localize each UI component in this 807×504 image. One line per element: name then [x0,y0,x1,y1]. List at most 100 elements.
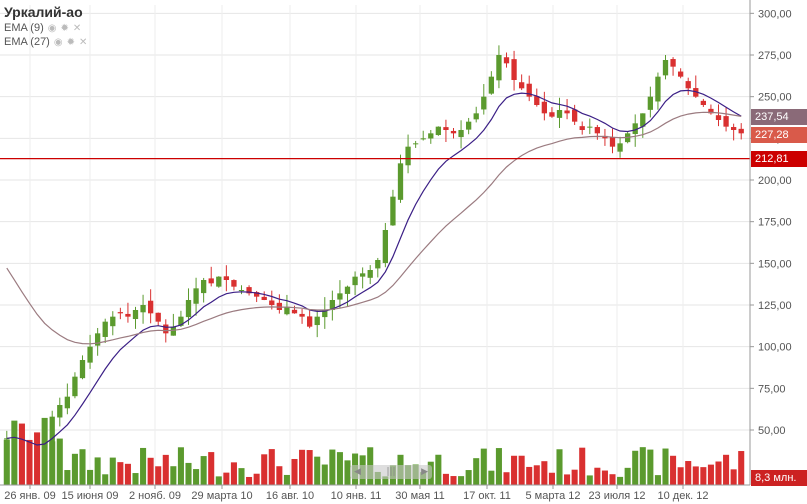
candle-body [503,57,510,64]
x-tick-label: 17 окт. 11 [463,490,511,502]
volume-bar [344,460,351,485]
y-tick-label: 175,00 [758,217,792,229]
x-tick-label: 15 июня 09 [61,490,118,502]
close-icon[interactable]: ✕ [72,22,82,34]
level-price-tag: 212,81 [751,150,807,167]
volume-bar [442,473,449,485]
volume-bar [707,464,714,485]
volume-bar [268,449,275,485]
candle-body [178,316,184,326]
candle-body [155,312,161,322]
candle-body [390,196,396,226]
y-tick-label: 200,00 [758,175,792,187]
candle-body [632,123,638,135]
y-tick-label: 75,00 [758,383,786,395]
volume-bar [261,454,268,485]
volume-bar [314,456,321,485]
candle-body [306,316,313,327]
candlesticks [4,45,744,473]
candle-body [41,440,48,460]
gear-icon[interactable]: ✹ [66,36,75,48]
y-tick-label: 125,00 [758,300,792,312]
candle-body [117,312,124,314]
scroll-handle-icon[interactable]: ||| [386,467,396,477]
x-axis: 26 янв. 09 15 июня 09 2 нояб. 09 29 марта 1… [0,484,750,502]
candle-body [730,127,737,130]
ema-lines [6,89,742,446]
candle-body [261,296,267,300]
volume-bar [586,475,593,485]
volume-bar [253,473,260,485]
ema27-label: EMA (27) [4,36,50,48]
scroll-left-icon[interactable]: ◀ [354,467,361,477]
volume-bar [488,470,495,485]
candle-body [344,286,351,294]
candle-body [587,126,593,128]
ema9-label: EMA (9) [4,22,44,34]
eye-icon[interactable]: ◉ [47,22,57,34]
candle-body [87,346,93,363]
legend-ema9: EMA (9) ◉ ✹ ✕ [4,22,87,34]
candle-body [216,276,222,287]
ema9-price-tag: 227,28 [751,126,807,143]
candle-body [541,101,548,114]
volume-bar [56,438,63,485]
y-tick-label: 300,00 [758,8,792,20]
volume-bar [601,470,608,485]
candle-body [715,115,722,120]
volume-bar [238,468,245,485]
candle-body [662,60,669,76]
candle-body [602,135,608,139]
chart-legend: Уркалий-ао EMA (9) ◉ ✹ ✕ EMA (27) ◉ ✹ ✕ [4,4,87,48]
volume-bar [94,457,101,485]
close-icon[interactable]: ✕ [78,36,88,48]
volume-bar [730,469,737,485]
candle-body [693,88,699,97]
x-tick-label: 10 янв. 11 [331,490,382,502]
volume-bar [541,461,548,485]
candle-body [496,55,502,81]
volume-bar [276,466,283,485]
volume-bar [64,470,71,485]
eye-icon[interactable]: ◉ [53,36,63,48]
volume-bar [223,472,230,485]
candle-body [397,163,404,200]
x-tick-label: 2 нояб. 09 [129,490,181,502]
volume-bar [299,449,306,485]
volume-bar [609,474,616,485]
candle-body [147,300,154,314]
chart-grid [0,5,750,485]
volume-bar [647,449,654,485]
volume-bar [480,448,487,485]
candle-body [564,110,570,114]
candle-body [405,146,411,166]
volume-bar [291,458,298,485]
volume-bar [715,461,722,485]
volume-bar [632,450,639,485]
candle-body [458,130,464,138]
candle-body [412,143,419,145]
candle-body [238,290,245,292]
candle-body [49,416,55,444]
candle-body [57,405,63,418]
volume-bar [18,423,25,485]
gear-icon[interactable]: ✹ [60,22,69,34]
candle-body [329,300,336,311]
volume-bar [435,454,442,485]
candle-body [223,276,230,280]
volume-bar [526,466,533,485]
volume-bar [700,467,707,485]
ema9-line [6,89,742,446]
y-tick-label: 150,00 [758,258,792,270]
y-tick-label: 50,00 [758,425,786,437]
candle-body [4,438,10,440]
candle-body [163,324,169,334]
volume-bar [639,447,646,485]
candle-body [640,113,646,127]
scroll-right-icon[interactable]: ▶ [421,467,428,477]
chart-scroll-widget[interactable]: ◀ ||| ▶ [350,465,432,479]
volume-bar [11,420,18,485]
candle-body [253,292,260,297]
candle-body [314,316,320,326]
